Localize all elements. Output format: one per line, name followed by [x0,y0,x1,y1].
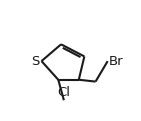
Text: Br: Br [109,55,123,68]
Text: Cl: Cl [57,86,70,99]
Text: S: S [31,55,40,68]
